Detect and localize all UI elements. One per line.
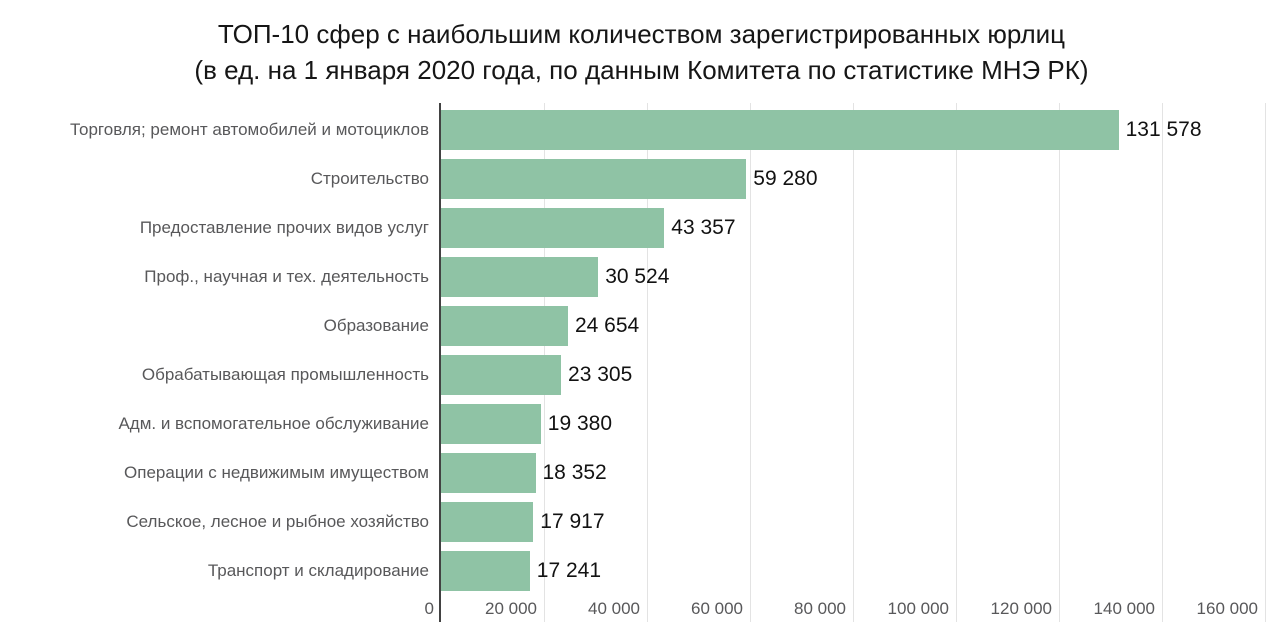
category-label: Предоставление прочих видов услуг <box>139 217 429 237</box>
bar-row: Транспорт и складирование 17 241 <box>0 546 1283 595</box>
bar <box>441 207 665 248</box>
bar-cell: 19 380 <box>441 399 1283 448</box>
bar-rows: Торговля; ремонт автомобилей и мотоцикло… <box>0 105 1283 595</box>
bar-cell: 24 654 <box>441 301 1283 350</box>
category-label: Сельское, лесное и рыбное хозяйство <box>126 511 429 531</box>
bar <box>441 452 536 493</box>
bar-cell: 59 280 <box>441 154 1283 203</box>
bar <box>441 550 530 591</box>
bar-cell: 30 524 <box>441 252 1283 301</box>
bar <box>441 403 541 444</box>
gridline <box>1265 103 1266 622</box>
gridline <box>1059 103 1060 622</box>
x-tick-label: 0 <box>424 599 434 618</box>
value-label: 24 654 <box>574 313 640 337</box>
x-tick-label: 120 000 <box>990 599 1052 618</box>
category-label: Строительство <box>310 168 429 188</box>
x-tick-label: 160 000 <box>1196 599 1258 618</box>
bar-row: Обрабатывающая промышленность 23 305 <box>0 350 1283 399</box>
y-axis-line <box>439 103 441 622</box>
bar-row: Торговля; ремонт автомобилей и мотоцикло… <box>0 105 1283 154</box>
value-label: 30 524 <box>605 264 670 288</box>
category-label: Обрабатывающая промышленность <box>141 364 429 384</box>
bar-chart: Торговля; ремонт автомобилей и мотоцикло… <box>0 103 1283 636</box>
value-label: 23 305 <box>568 362 633 386</box>
bar-row: Предоставление прочих видов услуг 43 357 <box>0 203 1283 252</box>
value-label: 17 917 <box>540 509 605 533</box>
category-label: Операции с недвижимым имуществом <box>124 462 429 482</box>
x-tick-label: 40 000 <box>588 599 640 618</box>
bar <box>441 256 599 297</box>
bar-cell: 23 305 <box>441 350 1283 399</box>
category-label: Адм. и вспомогательное обслуживание <box>118 413 429 433</box>
bar-cell: 18 352 <box>441 448 1283 497</box>
value-label: 17 241 <box>536 558 602 582</box>
bar <box>441 501 534 542</box>
value-label: 131 578 <box>1125 117 1202 141</box>
bar-row: Образование 24 654 <box>0 301 1283 350</box>
bar-row: Сельское, лесное и рыбное хозяйство 17 91… <box>0 497 1283 546</box>
bar-cell: 131 578 <box>441 105 1283 154</box>
x-tick-label: 60 000 <box>691 599 743 618</box>
x-axis: 0 20 000 40 000 60 000 80 000 100 000 120 000 1… <box>425 597 1265 623</box>
category-label: Образование <box>323 315 429 335</box>
category-label: Транспорт и складирование <box>207 560 429 580</box>
x-tick-label: 80 000 <box>794 599 846 618</box>
bar <box>441 305 568 346</box>
bar-row: Строительство 59 280 <box>0 154 1283 203</box>
bar-cell: 17 917 <box>441 497 1283 546</box>
bar <box>441 354 562 395</box>
page-subtitle: (в ед. на 1 января 2020 года, по данным … <box>194 55 1089 85</box>
value-label: 19 380 <box>547 411 613 435</box>
gridline <box>1162 103 1163 622</box>
chart-header: ТОП-10 сфер с наибольшим количеством зар… <box>0 16 1283 88</box>
gridline <box>750 103 751 622</box>
category-label: Проф., научная и тех. деятельность <box>144 266 429 286</box>
bar <box>441 158 747 199</box>
category-label: Торговля; ремонт автомобилей и мотоцикло… <box>69 119 429 139</box>
x-tick-label: 100 000 <box>887 599 949 618</box>
value-label: 18 352 <box>542 460 607 484</box>
bar-cell: 43 357 <box>441 203 1283 252</box>
x-tick-label: 20 000 <box>485 599 537 618</box>
bar-cell: 17 241 <box>441 546 1283 595</box>
bar <box>441 109 1119 150</box>
bar-row: Операции с недвижимым имуществом 18 352 <box>0 448 1283 497</box>
gridline <box>647 103 648 622</box>
gridline <box>853 103 854 622</box>
value-label: 43 357 <box>671 215 736 239</box>
bar-row: Адм. и вспомогательное обслуживание 19 38… <box>0 399 1283 448</box>
gridline <box>956 103 957 622</box>
value-label: 59 280 <box>753 166 818 190</box>
x-tick-label: 140 000 <box>1093 599 1155 618</box>
bar-row: Проф., научная и тех. деятельность 30 524 <box>0 252 1283 301</box>
page-title: ТОП-10 сфер с наибольшим количеством зар… <box>217 19 1066 49</box>
